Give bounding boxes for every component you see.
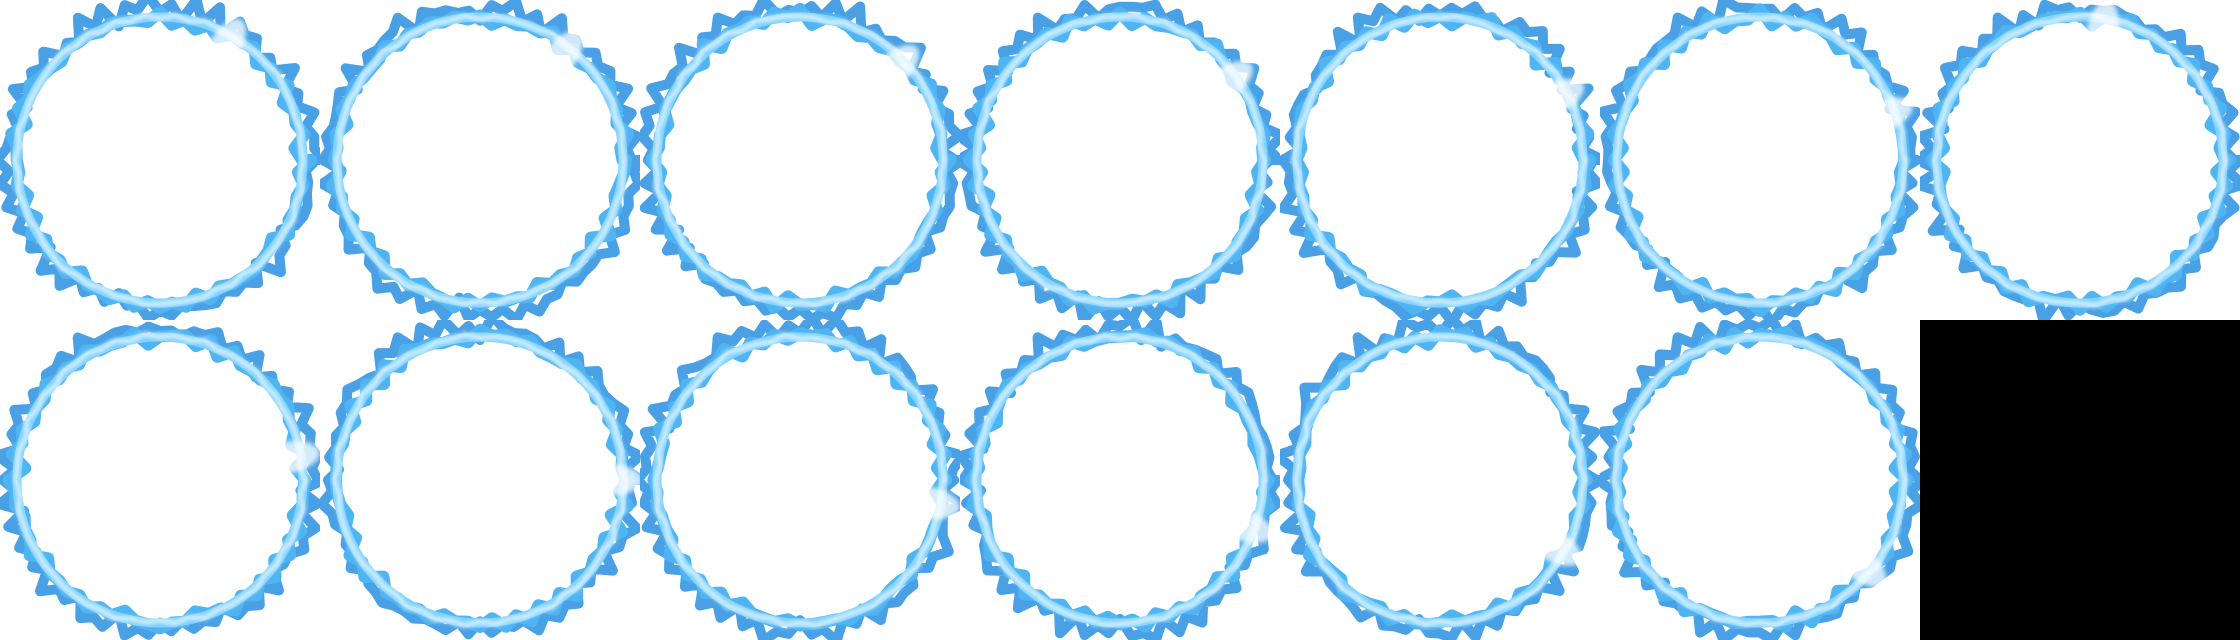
flame-outer-halo xyxy=(1600,0,1920,320)
ring-glow-core xyxy=(652,14,947,307)
ring-frame-13 xyxy=(1600,320,1920,640)
ring-frame-10 xyxy=(640,320,960,640)
ring-glow-core xyxy=(1932,12,2229,308)
flame-flare xyxy=(2085,0,2120,68)
ring-glow-core xyxy=(653,332,948,628)
blue-flame-ring-icon xyxy=(1600,320,1920,640)
flame-outer-halo xyxy=(1600,320,1920,640)
blue-flame-ring-icon xyxy=(320,0,640,320)
flame-flare xyxy=(1194,60,1253,109)
ring-glow-core xyxy=(1292,14,1588,306)
flame-flare xyxy=(865,44,919,98)
flame-flare xyxy=(202,18,246,80)
ring-frame-4 xyxy=(960,0,1280,320)
ring-frame-6 xyxy=(1600,0,1920,320)
ring-glow-core xyxy=(1614,15,1908,307)
blue-flame-ring-icon xyxy=(960,0,1280,320)
flame-flare xyxy=(1830,537,1887,588)
ring-frame-5 xyxy=(1280,0,1600,320)
flame-outer-halo xyxy=(960,320,1280,640)
ring-frame-7 xyxy=(1920,0,2240,320)
ring-frame-1 xyxy=(0,0,320,320)
ring-frame-3 xyxy=(640,0,960,320)
ring-frame-8 xyxy=(0,320,320,640)
ring-glow-core xyxy=(331,332,630,628)
ring-glow-core xyxy=(971,332,1268,628)
ring-frame-9 xyxy=(320,320,640,640)
blue-flame-ring-icon xyxy=(1280,1,1600,320)
blue-flame-ring-icon xyxy=(1600,0,1920,320)
blue-flame-ring-icon xyxy=(1920,0,2240,320)
ring-glow-core xyxy=(13,332,310,626)
flame-flare xyxy=(1522,78,1584,122)
blue-flame-ring-icon xyxy=(640,0,960,320)
ring-glow-core xyxy=(1293,333,1589,627)
flame-outer-halo xyxy=(320,0,640,320)
empty-frame xyxy=(1920,320,2240,640)
flame-flare xyxy=(252,440,320,475)
flame-flare xyxy=(534,30,584,88)
ring-frame-2 xyxy=(320,0,640,320)
flame-outer-halo xyxy=(960,0,1280,320)
ring-frame-11 xyxy=(960,320,1280,640)
flame-flare xyxy=(1207,504,1273,543)
blue-flame-ring-icon xyxy=(0,321,320,640)
ring-band xyxy=(12,12,308,308)
blue-flame-ring-icon xyxy=(320,320,640,640)
flame-flare xyxy=(574,464,640,496)
flame-outer-halo xyxy=(1920,0,2240,320)
flame-flare xyxy=(1847,97,1913,136)
flame-outer-halo xyxy=(0,0,320,320)
flame-outer-halo xyxy=(0,321,320,640)
ring-glow-core xyxy=(974,12,1267,306)
ring-frame-12 xyxy=(1280,320,1600,640)
ring-glow-core xyxy=(1611,333,1909,628)
blue-flame-ring-icon xyxy=(960,320,1280,640)
flame-outer-halo xyxy=(1280,1,1600,320)
flame-flare xyxy=(892,485,960,520)
blue-flame-ring-icon xyxy=(1280,320,1600,640)
flame-outer-halo xyxy=(1280,320,1600,640)
blue-flame-ring-icon xyxy=(640,320,960,640)
flame-outer-halo xyxy=(640,320,960,640)
blue-flame-ring-icon xyxy=(0,0,320,320)
flame-flare xyxy=(1520,522,1582,566)
